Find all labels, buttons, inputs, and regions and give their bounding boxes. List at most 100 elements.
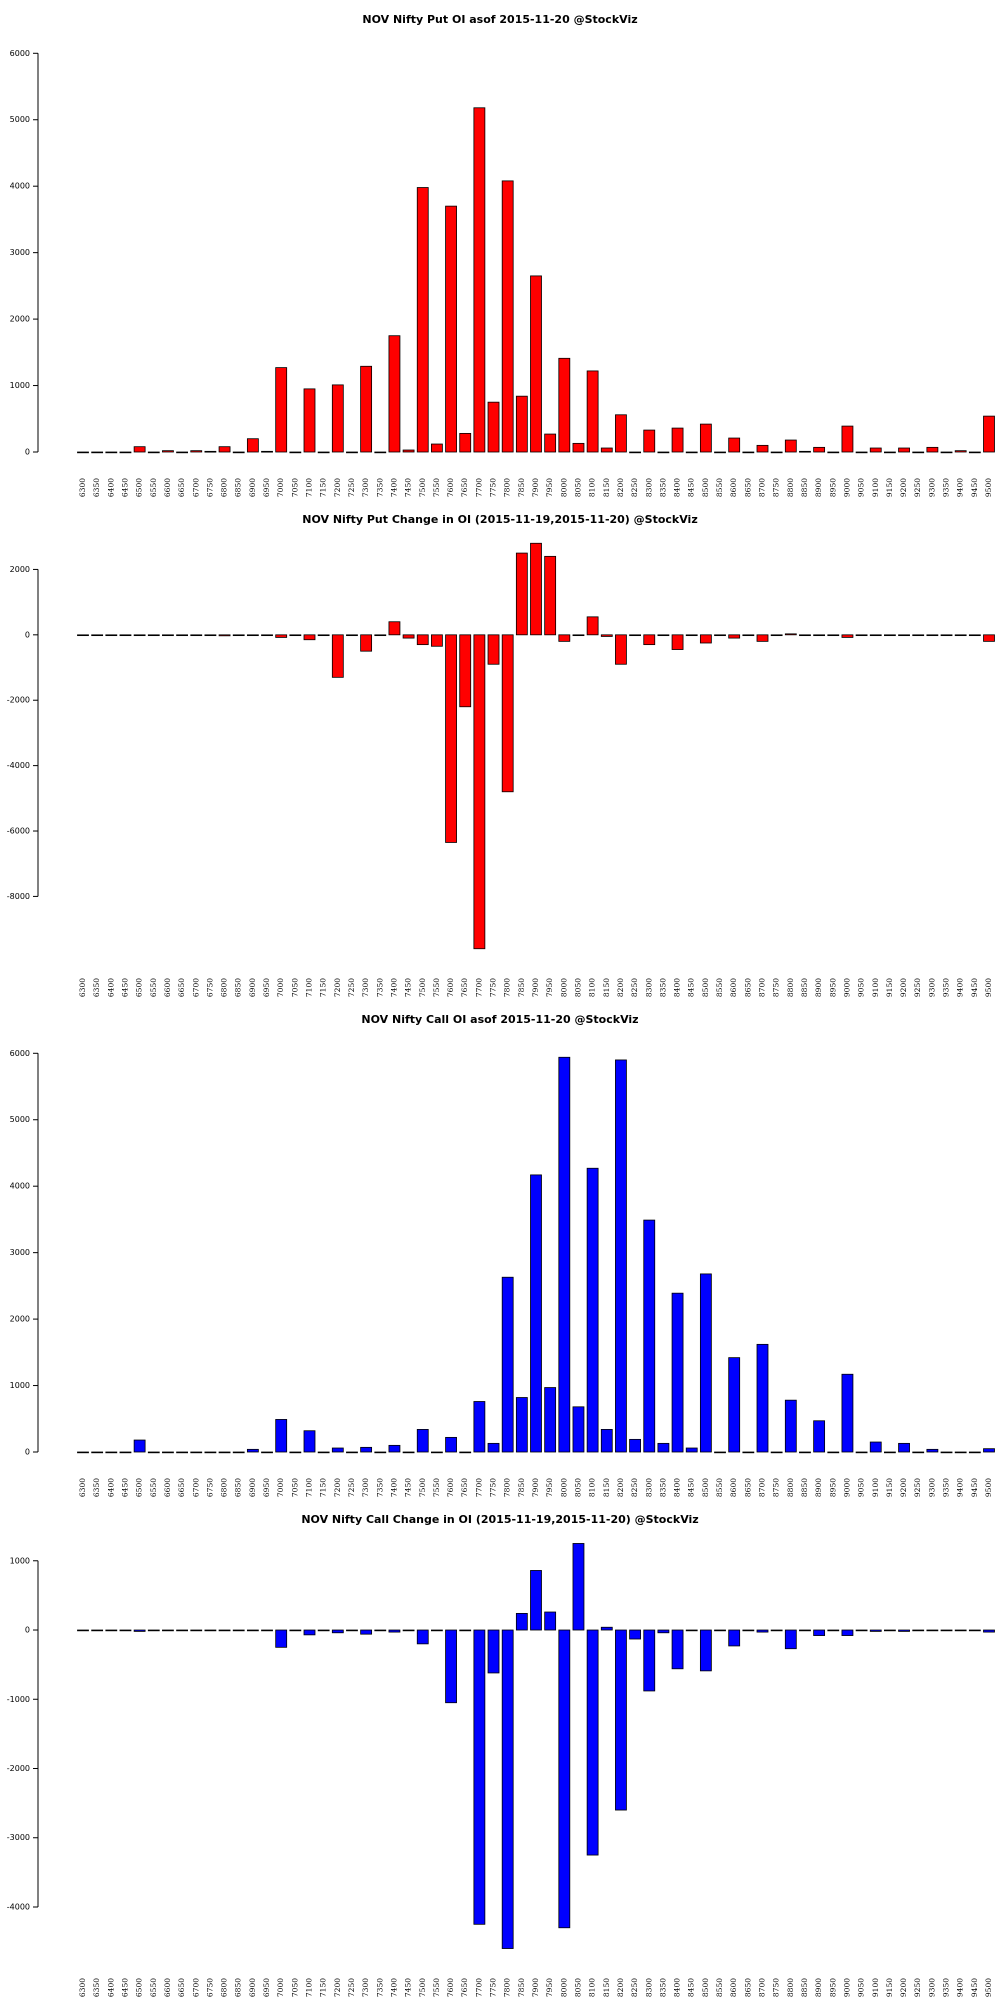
y-tick-label: 0 xyxy=(25,448,30,457)
bar xyxy=(530,275,542,453)
x-tick-label: 7200 xyxy=(333,1478,342,1497)
bar xyxy=(459,1451,472,1454)
bar xyxy=(218,1451,231,1454)
x-tick-label: 9200 xyxy=(899,1478,908,1497)
x-tick-label: 6300 xyxy=(78,978,87,997)
x-tick-label: 6800 xyxy=(220,478,229,497)
x-tick-label: 6750 xyxy=(205,1478,214,1497)
x-tick-label: 6750 xyxy=(205,978,214,997)
bar xyxy=(473,634,486,950)
bar xyxy=(968,1629,981,1632)
bar xyxy=(190,1629,203,1632)
bar xyxy=(402,634,415,639)
x-tick-label: 8700 xyxy=(758,1978,767,1997)
x-tick-label: 8400 xyxy=(673,478,682,497)
bar xyxy=(827,1629,840,1632)
y-tick-label: 5000 xyxy=(10,115,30,124)
bar xyxy=(119,451,132,454)
x-tick-label: 6750 xyxy=(205,1978,214,1997)
x-tick-label: 9100 xyxy=(871,478,880,497)
x-tick-label: 8000 xyxy=(559,1978,568,1997)
bar xyxy=(530,1174,542,1453)
x-tick-label: 6600 xyxy=(163,978,172,997)
bar xyxy=(331,1629,344,1634)
x-tick-label: 8050 xyxy=(573,978,582,997)
bar xyxy=(487,401,500,453)
bar xyxy=(119,634,132,637)
bar xyxy=(714,451,726,454)
x-tick-label: 9250 xyxy=(913,978,922,997)
bar xyxy=(586,370,599,453)
bar xyxy=(176,451,188,454)
x-tick-label: 8050 xyxy=(573,478,582,497)
bar xyxy=(77,1629,89,1632)
bar xyxy=(983,415,995,453)
bar xyxy=(841,1373,854,1453)
bar xyxy=(742,451,755,454)
bar xyxy=(657,1442,670,1453)
bar xyxy=(487,1629,500,1674)
x-tick-label: 6400 xyxy=(106,978,115,997)
bar xyxy=(275,1629,288,1648)
x-tick-label: 7100 xyxy=(305,978,314,997)
x-tick-label: 9500 xyxy=(984,978,993,997)
x-tick-label: 7650 xyxy=(460,1478,469,1497)
y-tick-label: -4000 xyxy=(7,761,30,770)
bar xyxy=(501,180,514,453)
x-tick-label: 7950 xyxy=(545,1478,554,1497)
bar xyxy=(515,552,528,636)
y-tick-label: 5000 xyxy=(10,1115,30,1124)
x-tick-label: 6500 xyxy=(135,478,144,497)
x-tick-label: 6350 xyxy=(92,1978,101,1997)
x-tick-label: 6500 xyxy=(135,1478,144,1497)
bar xyxy=(869,1441,882,1453)
bar xyxy=(558,357,571,453)
x-tick-label: 8750 xyxy=(772,1978,781,1997)
bar xyxy=(119,1451,132,1454)
bar xyxy=(459,634,472,708)
x-tick-label: 9100 xyxy=(871,1978,880,1997)
bar xyxy=(289,1629,302,1632)
bar xyxy=(898,447,910,453)
bar xyxy=(501,634,514,793)
bar xyxy=(261,1629,273,1632)
bar xyxy=(360,365,373,453)
y-tick-label: 1000 xyxy=(10,1556,30,1565)
x-tick-label: 7300 xyxy=(361,1478,370,1497)
bar xyxy=(586,616,599,636)
x-tick-label: 9400 xyxy=(956,978,965,997)
x-tick-label: 8000 xyxy=(559,1478,568,1497)
bar xyxy=(600,634,613,637)
bar xyxy=(501,1276,514,1453)
y-tick-label: 4000 xyxy=(10,182,30,191)
x-tick-label: 7500 xyxy=(418,1478,427,1497)
bar xyxy=(246,634,259,637)
bar xyxy=(884,1629,896,1632)
x-tick-label: 7950 xyxy=(545,978,554,997)
bar xyxy=(742,634,755,637)
bar xyxy=(629,1438,641,1453)
bar xyxy=(445,634,457,843)
x-tick-label: 6300 xyxy=(78,1978,87,1997)
bar xyxy=(317,1451,330,1454)
x-tick-label: 8550 xyxy=(715,478,724,497)
x-tick-label: 8850 xyxy=(800,478,809,497)
x-tick-label: 7200 xyxy=(333,978,342,997)
bar xyxy=(402,1629,415,1632)
bar xyxy=(133,634,146,637)
bar xyxy=(218,446,231,453)
x-tick-label: 7800 xyxy=(503,1978,512,1997)
x-tick-label: 6450 xyxy=(120,1978,129,1997)
x-tick-label: 8000 xyxy=(559,978,568,997)
x-tick-label: 7600 xyxy=(446,478,455,497)
x-tick-label: 8000 xyxy=(559,478,568,497)
x-tick-label: 9200 xyxy=(899,478,908,497)
bar xyxy=(728,634,741,639)
bar xyxy=(431,1451,443,1454)
x-tick-label: 8650 xyxy=(743,978,752,997)
bar xyxy=(275,1419,288,1453)
x-tick-label: 7350 xyxy=(375,1478,384,1497)
x-tick-label: 9450 xyxy=(970,978,979,997)
bar xyxy=(827,1451,840,1454)
bar xyxy=(431,443,443,453)
